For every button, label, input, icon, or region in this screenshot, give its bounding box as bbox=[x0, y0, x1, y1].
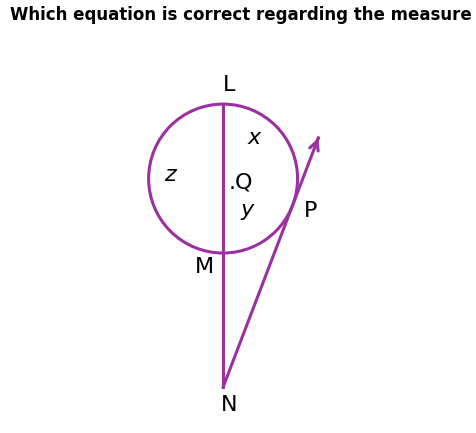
Text: Which equation is correct regarding the measure of angle MNP?: Which equation is correct regarding the … bbox=[10, 6, 476, 25]
Text: M: M bbox=[195, 257, 214, 277]
Text: z: z bbox=[164, 165, 175, 185]
Text: .Q: .Q bbox=[228, 172, 253, 192]
Text: N: N bbox=[221, 394, 238, 414]
Text: L: L bbox=[223, 75, 235, 95]
Text: P: P bbox=[304, 201, 317, 222]
Text: x: x bbox=[248, 128, 261, 148]
Text: y: y bbox=[240, 200, 254, 220]
